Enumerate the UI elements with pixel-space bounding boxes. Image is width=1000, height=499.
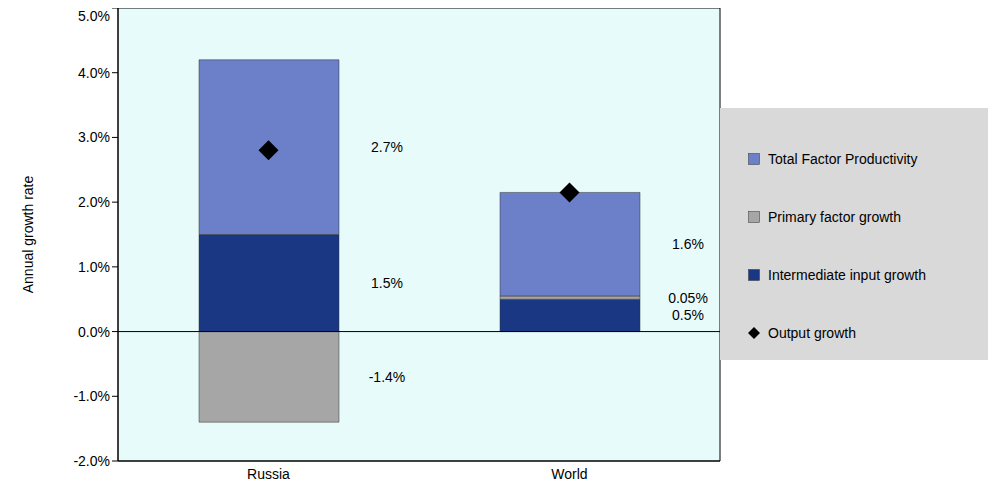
svg-text:-1.0%: -1.0%	[73, 388, 110, 404]
svg-text:2.0%: 2.0%	[78, 194, 110, 210]
svg-text:Russia: Russia	[247, 466, 290, 482]
html-text:Primary factor growth: Primary factor growth	[768, 209, 901, 225]
svg-text:1.5%: 1.5%	[371, 275, 403, 291]
svg-text:-1.4%: -1.4%	[369, 369, 406, 385]
svg-text:5.0%: 5.0%	[78, 8, 110, 24]
svg-text:0.05%: 0.05%	[668, 290, 708, 306]
svg-text:3.0%: 3.0%	[78, 129, 110, 145]
html-text:Intermediate input growth: Intermediate input growth	[768, 267, 926, 283]
html-text:Total Factor Productivity: Total Factor Productivity	[768, 151, 918, 167]
svg-text:Annual growth rate: Annual growth rate	[20, 176, 36, 294]
html-text:Output growth: Output growth	[768, 325, 856, 341]
svg-text:4.0%: 4.0%	[78, 65, 110, 81]
svg-text:1.6%: 1.6%	[672, 236, 704, 252]
svg-text:2.7%: 2.7%	[371, 139, 403, 155]
svg-text:0.0%: 0.0%	[78, 324, 110, 340]
svg-text:0.5%: 0.5%	[672, 307, 704, 323]
svg-text:-2.0%: -2.0%	[73, 453, 110, 469]
svg-text:1.0%: 1.0%	[78, 259, 110, 275]
svg-text:World: World	[551, 466, 587, 482]
